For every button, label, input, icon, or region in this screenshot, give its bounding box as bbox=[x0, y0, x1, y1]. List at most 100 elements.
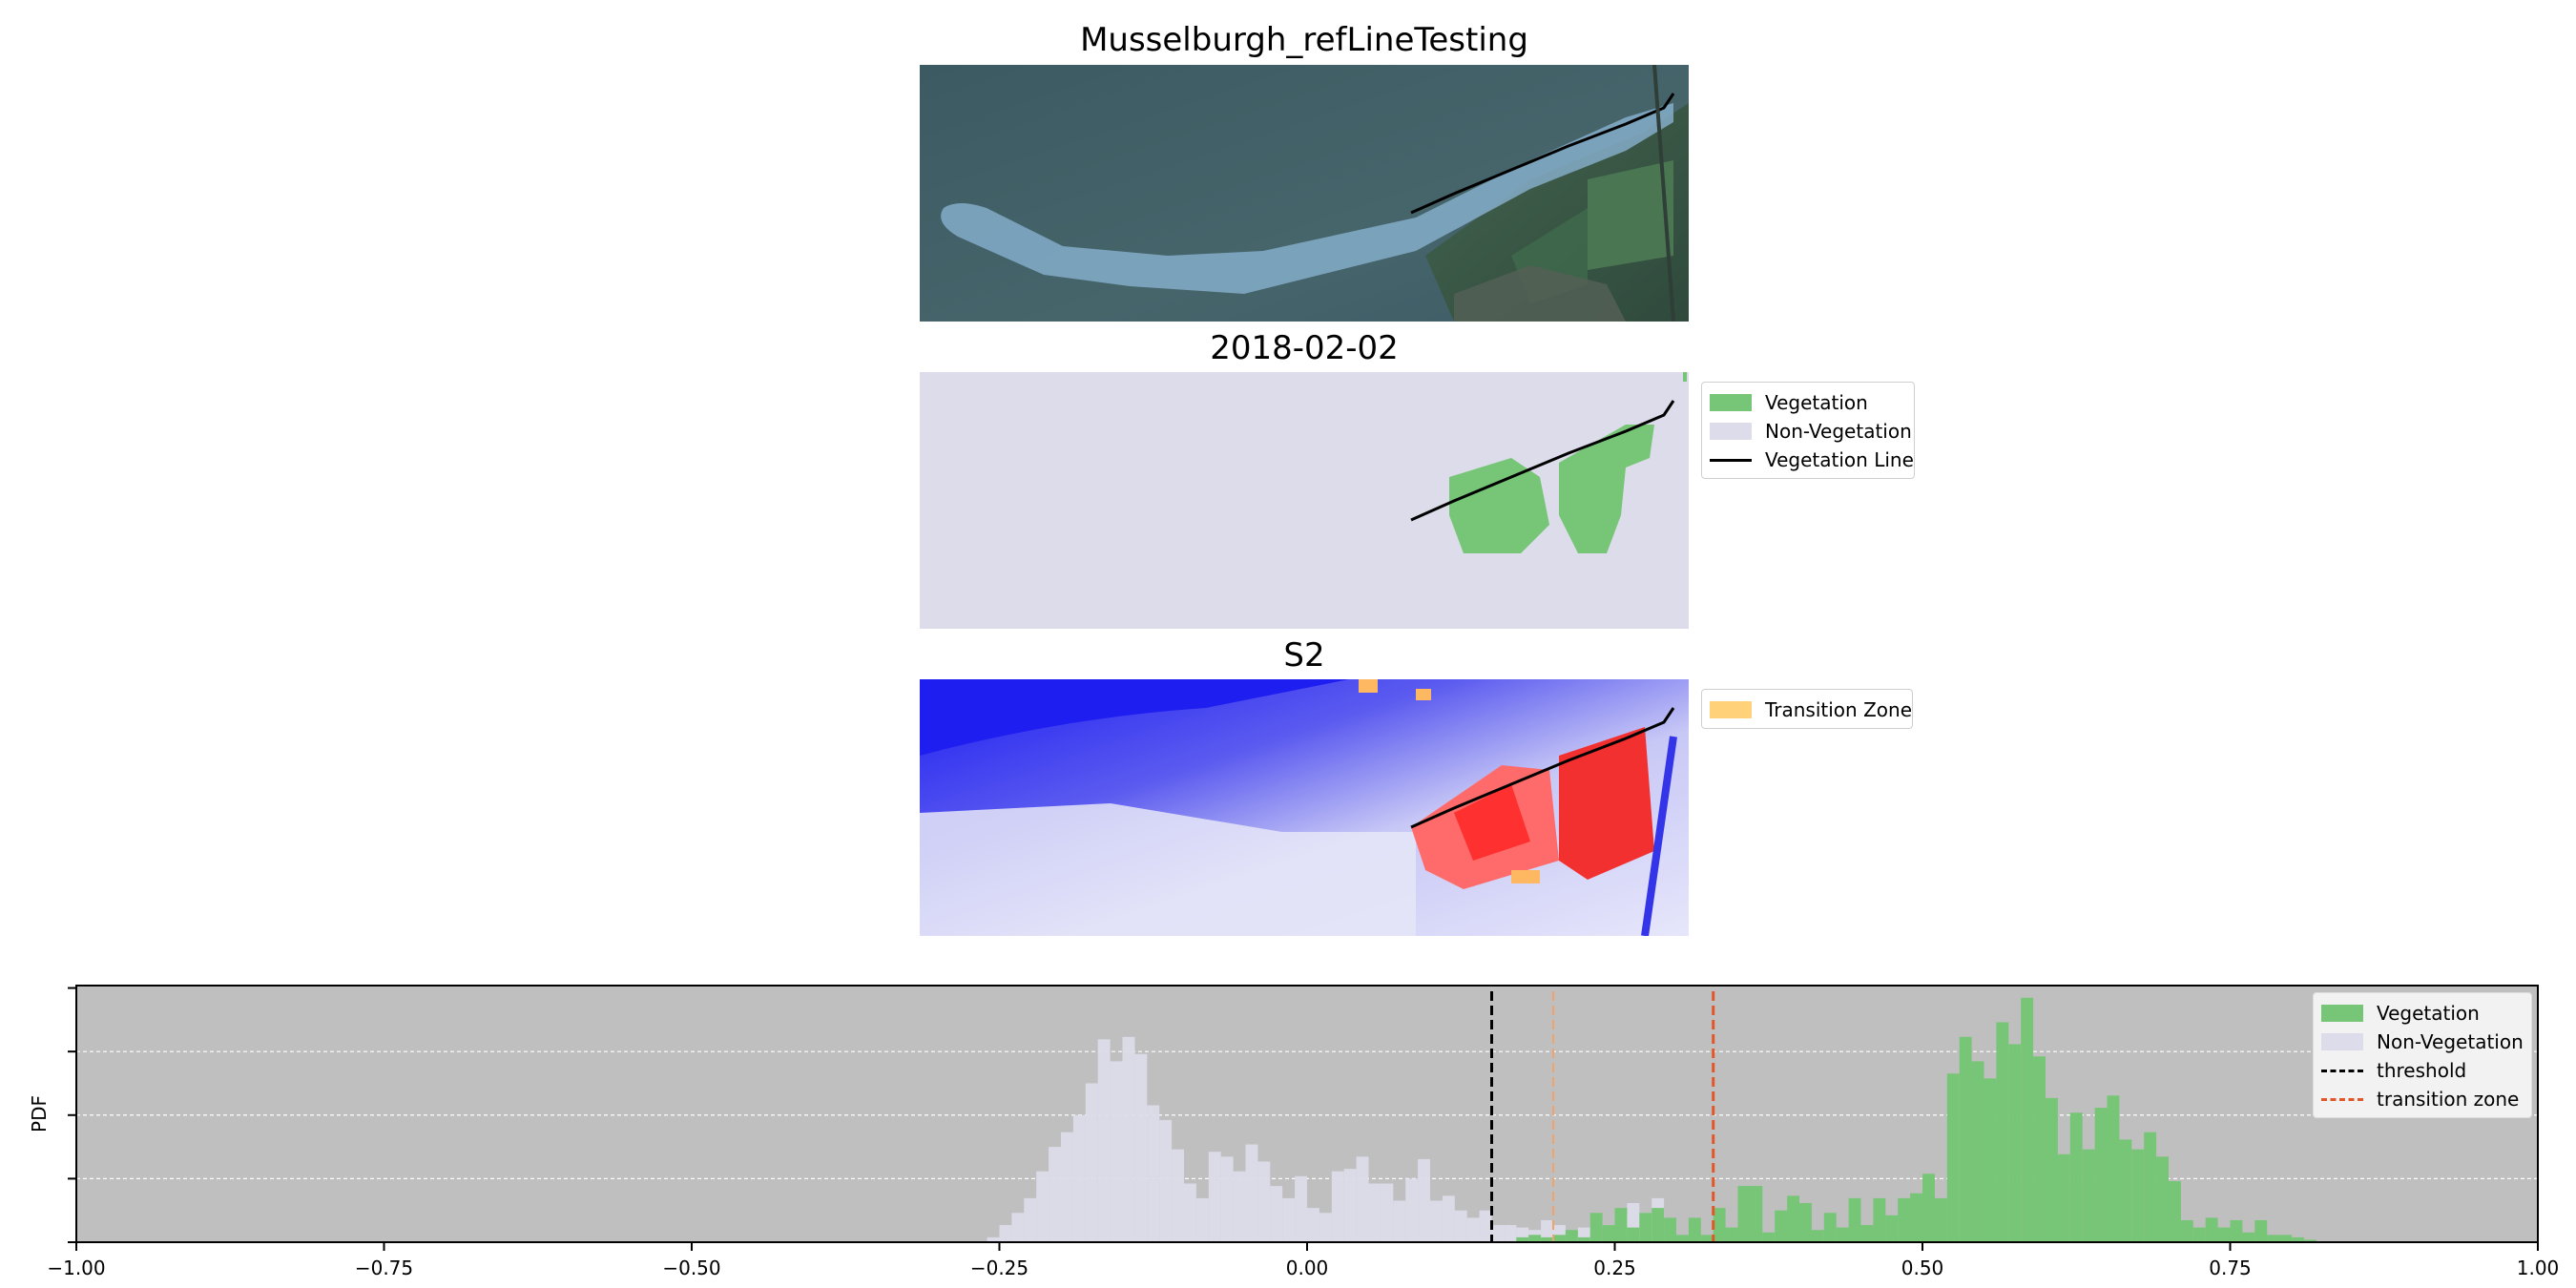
histogram-bar-vegetation bbox=[2069, 1112, 2083, 1242]
histogram-bar-vegetation bbox=[1528, 1235, 1542, 1242]
histogram-bar-vegetation bbox=[1787, 1195, 1799, 1242]
histogram-bar-vegetation bbox=[1971, 1061, 1984, 1242]
legend-line-threshold bbox=[2321, 1069, 2363, 1072]
histogram-bar-vegetation bbox=[2057, 1153, 2070, 1242]
histogram-bar-non-vegetation bbox=[1356, 1156, 1369, 1242]
histogram-bar-non-vegetation bbox=[1331, 1171, 1344, 1242]
legend-item-non-vegetation: Non-Vegetation bbox=[1710, 417, 1912, 446]
histogram-bar-vegetation bbox=[1910, 1193, 1922, 1242]
histogram-bar-vegetation bbox=[2131, 1149, 2145, 1242]
histogram-bar-non-vegetation bbox=[1307, 1208, 1319, 1242]
histogram-bar-vegetation bbox=[1737, 1186, 1751, 1242]
histogram-bar-vegetation bbox=[1946, 1073, 1960, 1242]
legend-label: Transition Zone bbox=[1765, 698, 1912, 721]
legend-item-vegetation: Vegetation bbox=[1710, 388, 1904, 417]
histogram-bar-vegetation bbox=[1565, 1230, 1578, 1242]
axis-ticks: −1.00 −0.75 −0.50 −0.25 0.00 0.25 0.50 0.75 1.00 bbox=[47, 987, 2560, 1279]
index-panel-title: S2 bbox=[1283, 636, 1325, 675]
histogram-bar-vegetation bbox=[2242, 1232, 2255, 1242]
histogram-bar-vegetation bbox=[2217, 1227, 2231, 1242]
histogram-bar-vegetation bbox=[1664, 1217, 1676, 1242]
legend-label: transition zone bbox=[2377, 1088, 2520, 1111]
histogram-bar-non-vegetation bbox=[1134, 1053, 1148, 1242]
x-tick-label: −0.75 bbox=[355, 1257, 413, 1279]
histogram-bar-non-vegetation bbox=[1049, 1147, 1061, 1242]
histogram-bar-vegetation bbox=[1602, 1225, 1615, 1242]
histogram-bar-vegetation bbox=[2082, 1149, 2095, 1242]
histogram-bar-vegetation bbox=[2205, 1217, 2218, 1242]
histogram-bar-non-vegetation bbox=[987, 1236, 1000, 1242]
histogram-bar-vegetation bbox=[1516, 1236, 1529, 1242]
histogram-bar-vegetation bbox=[2119, 1139, 2132, 1242]
histogram-bar-vegetation bbox=[2156, 1156, 2169, 1242]
histogram-bar-non-vegetation bbox=[1541, 1219, 1553, 1242]
histogram-bar-vegetation bbox=[1775, 1210, 1788, 1242]
histogram-bar-vegetation bbox=[1848, 1197, 1861, 1242]
histogram-bar-vegetation bbox=[1959, 1036, 1972, 1242]
histogram-bar-non-vegetation bbox=[1504, 1225, 1517, 1242]
histogram-bar-vegetation bbox=[1823, 1213, 1837, 1242]
histogram-bar-non-vegetation bbox=[1110, 1061, 1123, 1242]
histogram-bar-non-vegetation bbox=[1430, 1200, 1443, 1242]
histogram-bar-vegetation bbox=[1589, 1213, 1603, 1242]
legend-item-vegetation: Vegetation bbox=[2321, 999, 2522, 1028]
legend-label: Vegetation bbox=[2377, 1002, 2480, 1025]
x-tick-label: 1.00 bbox=[2517, 1257, 2560, 1279]
legend-line-transition-zone bbox=[2321, 1097, 2363, 1101]
legend-item-transition-zone: transition zone bbox=[2321, 1085, 2522, 1113]
y-axis-label: PDF bbox=[28, 1095, 51, 1132]
histogram-bar-vegetation bbox=[1639, 1213, 1652, 1242]
histogram-bar-vegetation bbox=[1750, 1186, 1763, 1242]
histogram-bar-non-vegetation bbox=[1479, 1210, 1492, 1242]
histogram-bar-vegetation bbox=[1836, 1227, 1849, 1242]
histogram-bar-vegetation bbox=[1541, 1236, 1553, 1242]
histogram-bar-vegetation bbox=[2180, 1219, 2193, 1242]
legend-item-vegetation-line: Vegetation Line bbox=[1710, 446, 1914, 474]
legend-item-transition-zone: Transition Zone bbox=[1710, 696, 1912, 724]
histogram-bar-vegetation bbox=[2008, 1044, 2022, 1242]
histogram-bar-vegetation bbox=[2230, 1219, 2243, 1242]
histogram-bar-vegetation bbox=[2046, 1097, 2058, 1242]
histogram-bar-vegetation bbox=[1713, 1208, 1726, 1242]
histogram-bar-vegetation bbox=[1553, 1235, 1566, 1242]
legend-swatch-vegetation bbox=[2321, 1005, 2363, 1022]
x-tick-label: 0.25 bbox=[1593, 1257, 1636, 1279]
legend-line-vegetation-line bbox=[1710, 458, 1752, 462]
legend-item-non-vegetation: Non-Vegetation bbox=[2321, 1028, 2524, 1056]
histogram-bar-vegetation bbox=[1934, 1197, 1947, 1242]
rgb-panel-title: Musselburgh_refLineTesting bbox=[1080, 21, 1528, 59]
reference-lines bbox=[1490, 991, 1715, 1242]
histogram-bar-vegetation bbox=[2192, 1227, 2206, 1242]
classified-panel-title: 2018-02-02 bbox=[1210, 329, 1399, 367]
histogram-bar-vegetation bbox=[1996, 1022, 2009, 1242]
histogram-bar-non-vegetation bbox=[1245, 1144, 1258, 1242]
histogram-bar-non-vegetation bbox=[1097, 1039, 1111, 1242]
histogram-bar-non-vegetation bbox=[999, 1225, 1012, 1242]
histogram-bar-vegetation bbox=[1873, 1197, 1886, 1242]
histogram-bar-non-vegetation bbox=[1466, 1217, 1480, 1242]
histogram-bar-vegetation bbox=[2303, 1239, 2316, 1242]
x-tick-label: −0.50 bbox=[662, 1257, 720, 1279]
histogram-bar-non-vegetation bbox=[1295, 1175, 1307, 1242]
histogram-bar-non-vegetation bbox=[1270, 1186, 1283, 1242]
histogram-bar-vegetation bbox=[1922, 1174, 1935, 1242]
legend-swatch-non-vegetation bbox=[2321, 1033, 2363, 1050]
histogram-bar-non-vegetation bbox=[1319, 1213, 1332, 1242]
histogram-bar-non-vegetation bbox=[1454, 1210, 1467, 1242]
legend-label: threshold bbox=[2377, 1059, 2467, 1082]
classified-image-panel bbox=[920, 372, 1689, 629]
histogram-bar-non-vegetation bbox=[1024, 1197, 1037, 1242]
x-tick-label: −1.00 bbox=[47, 1257, 105, 1279]
index-legend: Transition Zone bbox=[1701, 689, 1913, 729]
legend-swatch-non-vegetation bbox=[1710, 423, 1752, 440]
histogram-bar-vegetation bbox=[2279, 1235, 2292, 1242]
legend-label: Non-Vegetation bbox=[2377, 1030, 2524, 1053]
histogram-bar-non-vegetation bbox=[1257, 1161, 1271, 1242]
histogram-bar-non-vegetation bbox=[1368, 1183, 1381, 1242]
histogram-bar-non-vegetation bbox=[1122, 1036, 1135, 1242]
index-image bbox=[920, 679, 1689, 936]
histogram-bar-non-vegetation bbox=[1072, 1114, 1086, 1242]
histogram-bar-vegetation bbox=[1799, 1203, 1812, 1242]
histogram-bar-vegetation bbox=[2254, 1219, 2268, 1242]
classified-legend: Vegetation Non-Vegetation Vegetation Lin… bbox=[1701, 382, 1915, 479]
